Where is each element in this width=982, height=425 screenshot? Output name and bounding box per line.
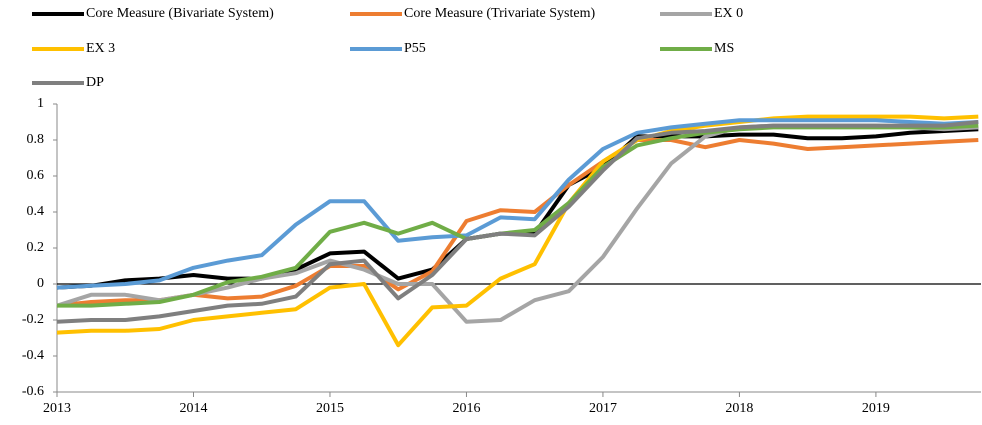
y-tick-label: 0.6 bbox=[27, 168, 45, 183]
x-tick-label: 2016 bbox=[452, 401, 480, 416]
y-tick-label: -0.2 bbox=[22, 312, 44, 327]
legend-label: P55 bbox=[404, 41, 426, 56]
y-tick-label: 0 bbox=[37, 276, 44, 291]
legend-label: Core Measure (Bivariate System) bbox=[86, 6, 274, 21]
y-tick-label: 0.2 bbox=[27, 240, 45, 255]
x-tick-label: 2014 bbox=[179, 401, 207, 416]
legend-label: MS bbox=[714, 41, 734, 56]
x-tick-label: 2017 bbox=[589, 401, 617, 416]
series-line bbox=[56, 138, 979, 308]
legend-label: Core Measure (Trivariate System) bbox=[404, 6, 595, 21]
x-tick-label: 2018 bbox=[725, 401, 753, 416]
y-tick-label: -0.4 bbox=[22, 348, 44, 363]
y-tick-label: 1 bbox=[37, 96, 44, 111]
series-line bbox=[56, 114, 979, 348]
y-tick-label: 0.4 bbox=[27, 204, 45, 219]
series-line bbox=[57, 123, 979, 308]
series-line bbox=[56, 118, 979, 290]
y-tick-label: 0.8 bbox=[27, 132, 45, 147]
y-tick-label: -0.6 bbox=[22, 384, 44, 399]
x-tick-label: 2019 bbox=[862, 401, 890, 416]
legend-label: EX 0 bbox=[714, 6, 743, 21]
legend-label: DP bbox=[86, 75, 104, 90]
legend-label: EX 3 bbox=[86, 41, 115, 56]
series-line bbox=[56, 127, 979, 290]
x-tick-label: 2013 bbox=[43, 401, 71, 416]
x-tick-label: 2015 bbox=[316, 401, 344, 416]
series-line bbox=[56, 120, 979, 324]
